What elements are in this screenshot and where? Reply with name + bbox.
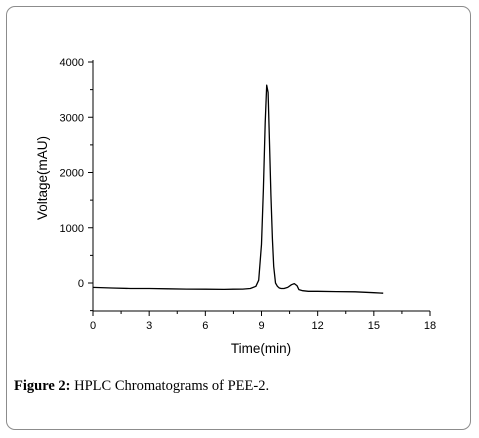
x-tick-label: 6: [202, 320, 208, 332]
y-tick-label: 2000: [60, 168, 84, 180]
figure-caption-text: HPLC Chromatograms of PEE-2.: [70, 378, 270, 394]
chromatogram-chart: 0 1000 2000 3000 4000 0 3 6 9 12 15 18 Time(min) Vo…: [35, 57, 436, 356]
figure-caption-label: Figure 2:: [14, 378, 71, 394]
y-tick-label: 1000: [60, 223, 84, 235]
x-tick-label: 3: [146, 320, 152, 332]
x-axis-title: Time(min): [231, 341, 291, 356]
x-tick-label: 12: [312, 320, 324, 332]
x-tick-label: 15: [368, 320, 380, 332]
x-tick-label: 0: [90, 320, 96, 332]
x-tick-label: 9: [258, 320, 264, 332]
series-line-1: [92, 84, 384, 294]
figure-caption: Figure 2: HPLC Chromatograms of PEE-2.: [14, 378, 269, 395]
y-tick-label: 0: [78, 278, 84, 290]
figure-frame: [6, 6, 471, 430]
y-tick-label: 4000: [60, 57, 84, 69]
y-tick-label: 3000: [60, 112, 84, 124]
y-axis-title: Voltage(mAU): [35, 136, 50, 220]
x-tick-label: 18: [424, 320, 436, 332]
